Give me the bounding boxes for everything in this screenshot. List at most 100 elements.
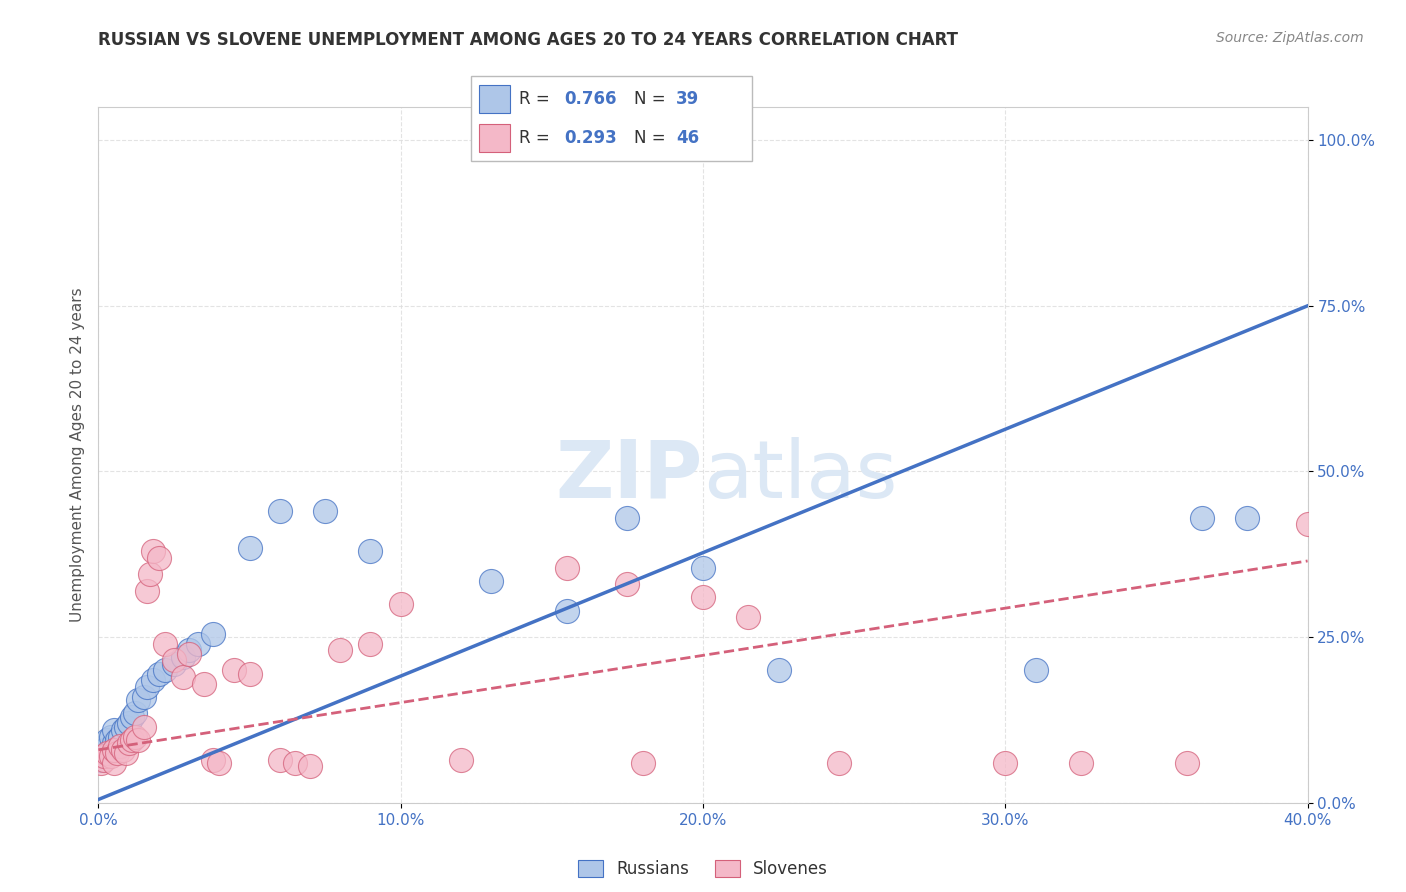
Point [692, 560, 714, 574]
Point [111, 723, 134, 737]
Point [224, 663, 246, 677]
Point [96, 746, 118, 760]
Point [100, 730, 122, 744]
Point [172, 650, 194, 665]
Point [172, 670, 194, 684]
Point [135, 680, 157, 694]
Point [153, 637, 176, 651]
Point [208, 756, 231, 770]
Text: 46: 46 [676, 129, 699, 147]
Legend: Russians, Slovenes: Russians, Slovenes [572, 854, 834, 885]
Point [118, 716, 141, 731]
Point [148, 550, 170, 565]
Text: 39: 39 [676, 90, 700, 108]
Point [96, 746, 118, 760]
Point [111, 743, 134, 757]
Point [135, 583, 157, 598]
Point [202, 753, 225, 767]
Point [737, 610, 759, 624]
Point [121, 732, 143, 747]
Text: Source: ZipAtlas.com: Source: ZipAtlas.com [1216, 31, 1364, 45]
Point [103, 756, 125, 770]
Point [299, 759, 322, 773]
Point [108, 739, 131, 754]
Point [193, 676, 215, 690]
Point [114, 720, 136, 734]
Point [121, 709, 143, 723]
Point [103, 723, 125, 737]
Text: N =: N = [634, 129, 671, 147]
Bar [479, 124, 510, 152]
Text: R =: R = [519, 90, 555, 108]
Point [103, 743, 125, 757]
Point [90, 753, 112, 767]
Point [114, 746, 136, 760]
Text: 0.293: 0.293 [564, 129, 617, 147]
Point [93, 749, 115, 764]
Text: R =: R = [519, 129, 555, 147]
Point [153, 663, 176, 677]
Point [1296, 517, 1319, 532]
Point [105, 732, 128, 747]
Point [132, 720, 155, 734]
Point [269, 753, 291, 767]
Point [360, 544, 382, 558]
Point [100, 749, 122, 764]
Point [139, 567, 162, 582]
Point [187, 637, 209, 651]
Point [284, 756, 307, 770]
Point [239, 541, 262, 555]
Text: RUSSIAN VS SLOVENE UNEMPLOYMENT AMONG AGES 20 TO 24 YEARS CORRELATION CHART: RUSSIAN VS SLOVENE UNEMPLOYMENT AMONG AG… [98, 31, 959, 49]
Point [269, 504, 291, 518]
Text: ZIP: ZIP [555, 437, 703, 515]
Point [96, 732, 118, 747]
Point [148, 666, 170, 681]
Point [105, 746, 128, 760]
Y-axis label: Unemployment Among Ages 20 to 24 years: Unemployment Among Ages 20 to 24 years [69, 287, 84, 623]
Point [100, 743, 122, 757]
Point [163, 653, 186, 667]
Point [93, 749, 115, 764]
Point [127, 732, 149, 747]
Point [1070, 756, 1092, 770]
Point [177, 643, 201, 657]
Point [163, 657, 186, 671]
Point [177, 647, 201, 661]
Point [124, 706, 146, 721]
Point [555, 560, 578, 574]
Point [1236, 511, 1258, 525]
Point [1024, 663, 1046, 677]
Point [90, 756, 112, 770]
Point [93, 743, 115, 757]
Text: atlas: atlas [703, 437, 897, 515]
Point [93, 753, 115, 767]
Point [692, 591, 714, 605]
Point [616, 511, 638, 525]
Point [142, 673, 165, 688]
Text: 0.766: 0.766 [564, 90, 616, 108]
Point [314, 504, 336, 518]
Point [118, 736, 141, 750]
Point [481, 574, 503, 588]
Point [828, 756, 851, 770]
Point [108, 730, 131, 744]
Point [994, 756, 1017, 770]
Point [389, 597, 412, 611]
Text: N =: N = [634, 90, 671, 108]
Point [202, 627, 225, 641]
Point [142, 544, 165, 558]
Point [768, 663, 790, 677]
Point [555, 604, 578, 618]
Point [360, 637, 382, 651]
Bar [479, 85, 510, 113]
Point [103, 736, 125, 750]
Point [1175, 756, 1198, 770]
Point [631, 756, 654, 770]
Point [329, 643, 352, 657]
Point [132, 690, 155, 704]
Point [124, 730, 146, 744]
Point [1191, 511, 1213, 525]
Point [127, 693, 149, 707]
Point [616, 577, 638, 591]
Point [450, 753, 472, 767]
